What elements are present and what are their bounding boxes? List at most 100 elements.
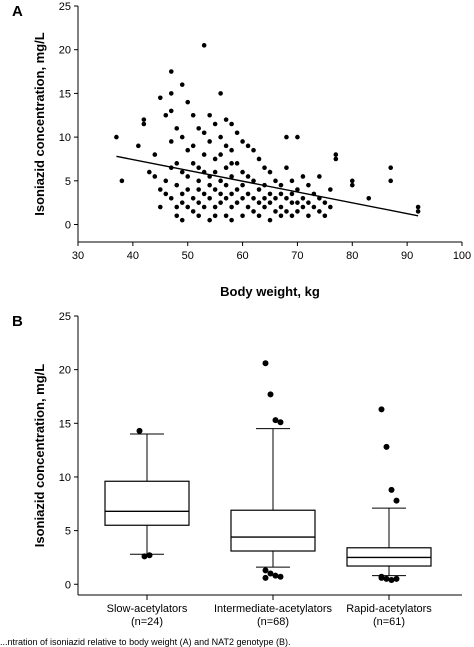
panel-a-data-point xyxy=(201,152,207,157)
panel-a-data-point xyxy=(196,165,201,171)
panel-a-data-point xyxy=(201,130,207,136)
panel-a-data-point xyxy=(234,200,240,205)
panel-a-data-point xyxy=(114,134,119,140)
iqr-box xyxy=(104,480,190,526)
panel-a-data-point xyxy=(267,191,273,197)
panel-b-label: B xyxy=(12,313,23,330)
panel-a-data-point xyxy=(349,182,355,188)
panel-a-data-point xyxy=(196,187,201,192)
panel-a-data-point xyxy=(229,217,234,223)
panel-a-data-point xyxy=(278,191,284,197)
panel-a-data-point xyxy=(284,134,289,140)
panel-a-data-point xyxy=(262,195,267,201)
panel-a-data-point xyxy=(212,213,218,219)
panel-a-data-point xyxy=(284,195,289,201)
panel-a-data-point xyxy=(174,126,180,131)
panel-a-data-point xyxy=(201,191,207,197)
panel-a-data-point xyxy=(245,174,251,179)
panel-a-data-point xyxy=(278,204,284,210)
panel-a-points xyxy=(114,43,421,223)
panel-a-data-point xyxy=(179,200,185,205)
panel-a-data-point xyxy=(223,117,229,122)
panel-a-data-point xyxy=(207,139,212,144)
panel-a-data-point xyxy=(201,204,207,210)
outlier-point xyxy=(262,360,269,367)
panel-b: B Isoniazid concentration, mg/L 0 5 10 15 20… xyxy=(12,311,462,628)
panel-a-data-point xyxy=(218,152,223,157)
outlier-point xyxy=(267,570,274,577)
panel-b-y-tick-label: 0 xyxy=(65,579,71,591)
panel-a-data-point xyxy=(196,126,201,131)
panel-a-data-point xyxy=(136,143,141,149)
panel-a-data-point xyxy=(256,187,262,192)
panel-a-data-point xyxy=(207,217,212,223)
panel-a-y-tick-label: 10 xyxy=(59,132,71,144)
panel-a-data-point xyxy=(174,204,180,210)
iqr-box xyxy=(230,509,316,552)
panel-a-x-axis-label: Body weight, kg xyxy=(220,284,320,299)
outlier-point xyxy=(272,417,279,424)
panel-a-data-point xyxy=(174,213,180,219)
outlier-point xyxy=(277,573,284,580)
panel-a-data-point xyxy=(245,191,251,197)
panel-a-y-tick-label: 20 xyxy=(59,45,71,57)
panel-a-data-point xyxy=(190,195,196,201)
panel-a-data-point xyxy=(218,191,223,197)
panel-a-label: A xyxy=(12,3,23,20)
outlier-point xyxy=(383,443,390,450)
panel-a-data-point xyxy=(229,204,234,210)
panel-a-data-point xyxy=(328,187,333,192)
panel-a-data-point xyxy=(262,204,267,210)
category-n-label: (n=24) xyxy=(131,616,163,628)
panel-a-y-tick-label: 15 xyxy=(59,88,71,100)
panel-a-data-point xyxy=(240,139,245,144)
panel-a-data-point xyxy=(273,178,278,184)
panel-a-data-point xyxy=(168,91,174,96)
panel-a-data-point xyxy=(267,217,273,223)
outlier-point xyxy=(262,567,269,574)
panel-a-data-point xyxy=(185,174,191,179)
panel-a-data-point xyxy=(328,204,333,210)
panel-a-data-point xyxy=(273,195,278,201)
panel-a-data-point xyxy=(179,169,185,175)
panel-a-data-point xyxy=(240,213,245,219)
panel-a-data-point xyxy=(229,147,234,153)
panel-a-data-point xyxy=(168,108,174,114)
panel-a-y-tick-label: 0 xyxy=(65,220,71,232)
panel-a-data-point xyxy=(218,134,223,140)
panel-a-data-point xyxy=(212,121,218,127)
panel-a-data-point xyxy=(289,191,295,197)
panel-a-data-point xyxy=(218,91,223,96)
panel-a-data-point xyxy=(333,152,339,157)
panel-a-data-point xyxy=(306,182,311,188)
panel-a-data-point xyxy=(262,165,267,171)
outlier-point xyxy=(267,391,274,398)
panel-a-data-point xyxy=(157,204,163,210)
panel-b-box-1: Slow-acetylators(n=24) xyxy=(104,427,190,628)
panel-a-data-point xyxy=(212,187,218,192)
panel-a-data-point xyxy=(196,200,201,205)
figure-caption: ...ntration of isoniazid relative to bod… xyxy=(0,637,290,647)
panel-b-y-tick-label: 15 xyxy=(59,418,71,430)
panel-a-data-point xyxy=(245,143,251,149)
category-n-label: (n=68) xyxy=(257,616,289,628)
outlier-point xyxy=(277,419,284,426)
panel-a-data-point xyxy=(234,161,240,166)
category-n-label: (n=61) xyxy=(373,616,405,628)
panel-a-data-point xyxy=(157,95,163,101)
outlier-point xyxy=(272,572,279,579)
panel-a-data-point xyxy=(267,200,273,205)
panel-a-x-tick-label: 100 xyxy=(453,250,471,262)
outlier-point xyxy=(383,575,390,582)
category-label: Slow-acetylators xyxy=(107,603,188,615)
panel-a-data-point xyxy=(234,187,240,192)
panel-a-data-point xyxy=(300,195,306,201)
panel-a-data-point xyxy=(229,161,234,166)
outlier-point xyxy=(141,553,148,560)
panel-a-data-point xyxy=(179,134,185,140)
panel-a-data-point xyxy=(119,178,125,184)
panel-b-y-tick-label: 5 xyxy=(65,526,71,538)
panel-a-data-point xyxy=(190,161,196,166)
panel-a-data-point xyxy=(179,217,185,223)
